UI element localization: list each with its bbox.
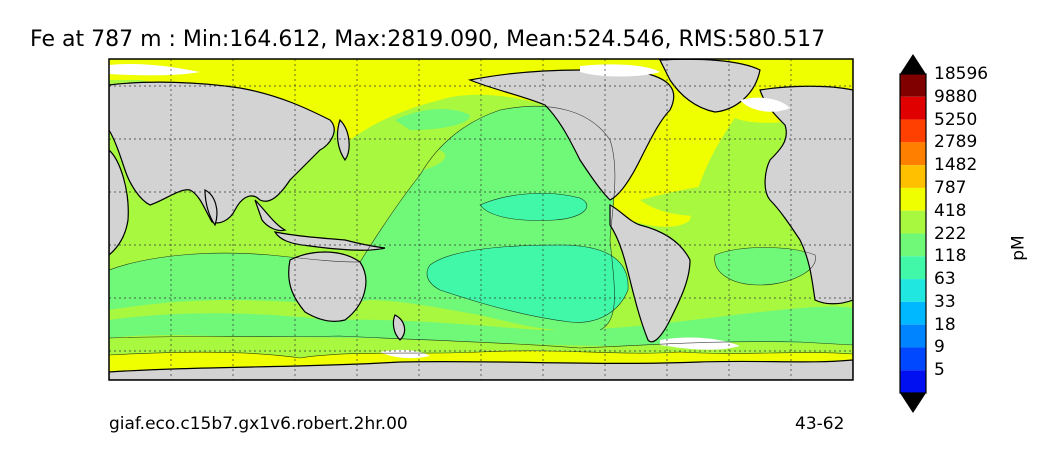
australia-landmass <box>288 251 367 322</box>
colorbar-segment <box>900 370 926 393</box>
colorbar-segment <box>900 142 926 166</box>
ross-ice <box>380 349 430 359</box>
southeast-asia-landmass <box>254 199 287 232</box>
colorbar-tick-label: 118 <box>934 246 967 267</box>
south-atlantic-green-patch <box>714 247 816 285</box>
colorbar-max-arrow <box>900 54 926 74</box>
colorbar-tick-label: 222 <box>934 223 967 244</box>
colorbar-tick-label: 5 <box>934 360 945 381</box>
colorbar-segment <box>900 165 926 188</box>
colorbar-segment <box>900 96 926 120</box>
run-id-label: giaf.eco.c15b7.gx1v6.robert.2hr.00 <box>109 414 408 434</box>
colorbar-segment <box>900 256 926 280</box>
colorbar-min-arrow <box>900 393 926 413</box>
colorbar-tick-label: 18596 <box>934 64 989 84</box>
new-zealand-landmass <box>392 314 406 341</box>
colorbar-segment <box>900 233 926 257</box>
colorbar-tick-label: 5250 <box>934 109 978 130</box>
time-range-label: 43-62 <box>795 414 845 434</box>
colorbar-segment <box>900 210 926 234</box>
colorbar-frame <box>899 73 927 394</box>
colorbar-tick-label: 9 <box>934 337 945 358</box>
arctic-ice-east <box>740 97 790 112</box>
north-pacific-green-patch <box>395 108 470 130</box>
indonesia-landmass <box>273 231 386 251</box>
colorbar-segment <box>900 301 926 325</box>
colorbar-segment <box>900 119 926 143</box>
map-title: Fe at 787 m : Min:164.612, Max:2819.090,… <box>30 27 826 52</box>
colorbar-tick-label: 9880 <box>934 86 978 107</box>
colorbar-segment <box>900 74 926 97</box>
southern-ocean-green-band <box>109 306 853 346</box>
map-frame <box>108 58 854 381</box>
africa-east-landmass <box>109 149 129 256</box>
colorbar-units: pM <box>1008 235 1029 261</box>
colorbar-tick-label: 18 <box>934 314 956 335</box>
south-america-landmass <box>609 204 691 343</box>
colorbar-tick-label: 2789 <box>934 132 978 153</box>
weddell-ice <box>660 337 740 350</box>
colorbar-tick-label: 787 <box>934 177 967 198</box>
india-landmass <box>204 189 218 227</box>
colorbar-segment <box>900 279 926 302</box>
europe-africa-landmass <box>759 85 853 305</box>
japan-landmass <box>336 118 350 162</box>
arctic-ice-west <box>109 63 200 76</box>
south-pacific-low-iron <box>427 245 629 323</box>
colorbar-segment <box>900 347 926 371</box>
colorbar-tick-label: 63 <box>934 269 956 290</box>
colorbar-tick-label: 1482 <box>934 155 978 176</box>
colorbar-tick-label: 418 <box>934 200 967 221</box>
colorbar-segment <box>900 324 926 348</box>
colorbar-segment <box>900 187 926 211</box>
map-gridlines <box>109 59 853 380</box>
colorbar-tick-label: 33 <box>934 291 956 312</box>
north-pacific-tongue <box>330 146 446 178</box>
arctic-ice-north-america <box>580 64 660 77</box>
asia-landmass <box>109 81 335 224</box>
north-pacific-low-iron <box>480 193 587 221</box>
